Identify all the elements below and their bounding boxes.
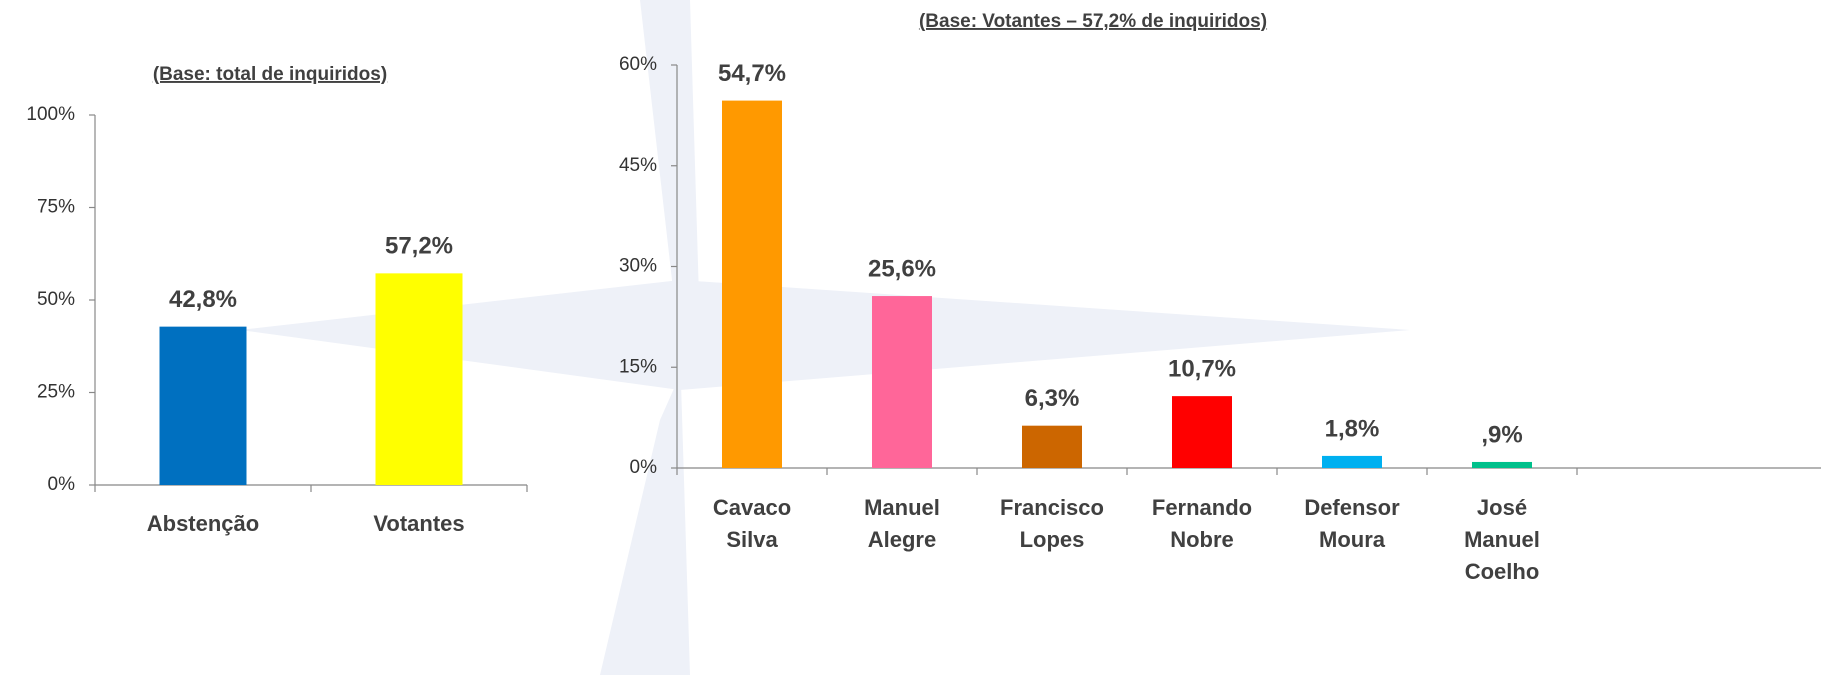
y-tick-label: 0% <box>48 474 76 495</box>
y-tick-label: 0% <box>630 457 658 478</box>
x-tick-label: Coelho <box>1465 559 1540 584</box>
y-tick-label: 100% <box>26 104 75 125</box>
x-tick-label: Votantes <box>373 511 464 536</box>
x-tick-label: Nobre <box>1170 527 1234 552</box>
y-tick-label: 50% <box>37 289 75 310</box>
bar <box>376 273 463 485</box>
x-tick-label: Moura <box>1319 527 1386 552</box>
page: (Base: total de inquiridos) 0% 25% 50% 75% 10… <box>0 0 1821 675</box>
value-label: 54,7% <box>718 60 786 87</box>
x-tick-label: José <box>1477 495 1527 520</box>
x-tick-label: Silva <box>726 527 778 552</box>
y-tick-label: 45% <box>619 155 657 176</box>
bar <box>872 296 932 468</box>
x-tick-label: Alegre <box>868 527 936 552</box>
bar <box>722 101 782 468</box>
bar <box>1472 462 1532 468</box>
value-label: ,9% <box>1481 421 1522 448</box>
x-tick-label: Cavaco <box>713 495 791 520</box>
x-tick-label: Manuel <box>864 495 940 520</box>
y-tick-label: 15% <box>619 356 657 377</box>
value-label: 6,3% <box>1025 385 1080 412</box>
x-tick-label: Lopes <box>1020 527 1085 552</box>
bar <box>160 327 247 485</box>
value-label: 57,2% <box>385 233 453 260</box>
bar <box>1322 456 1382 468</box>
y-tick-label: 25% <box>37 382 75 403</box>
chart-subtitle: (Base: Votantes – 57,2% de inquiridos) <box>919 11 1267 32</box>
value-label: 42,8% <box>169 286 237 313</box>
y-tick-label: 75% <box>37 197 75 218</box>
value-label: 10,7% <box>1168 355 1236 382</box>
value-label: 1,8% <box>1325 415 1380 442</box>
bar <box>1172 396 1232 468</box>
x-tick-label: Abstenção <box>147 511 259 536</box>
chart-subtitle: (Base: total de inquiridos) <box>153 64 387 85</box>
x-tick-label: Manuel <box>1464 527 1540 552</box>
x-tick-label: Fernando <box>1152 495 1252 520</box>
y-tick-label: 60% <box>619 54 657 75</box>
x-tick-label: Francisco <box>1000 495 1104 520</box>
value-label: 25,6% <box>868 255 936 282</box>
y-tick-label: 30% <box>619 256 657 277</box>
x-tick-label: Defensor <box>1304 495 1400 520</box>
bar <box>1022 426 1082 468</box>
